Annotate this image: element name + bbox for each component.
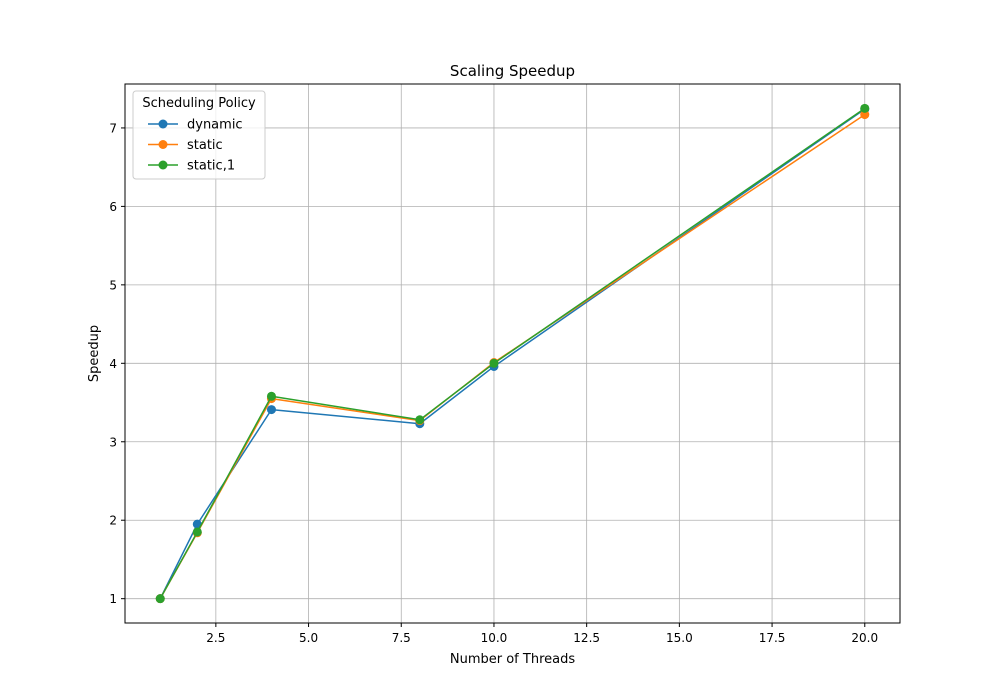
y-tick-label: 7 (109, 121, 117, 135)
data-point (266, 405, 276, 415)
legend-label: static (187, 138, 223, 153)
x-tick-label: 15.0 (666, 631, 693, 645)
y-tick-label: 2 (109, 514, 117, 528)
x-tick-label: 17.5 (759, 631, 786, 645)
legend-swatch-marker (158, 119, 168, 129)
x-axis-label: Number of Threads (450, 652, 575, 667)
series-line-static-1 (159, 107, 866, 600)
x-tick-label: 2.5 (206, 631, 225, 645)
series-layer (155, 103, 870, 604)
legend-box (132, 90, 266, 180)
legend-title: Scheduling Policy (142, 96, 256, 111)
grid-layer (125, 84, 900, 623)
y-tick-label: 4 (109, 357, 117, 371)
y-tick-label: 5 (109, 278, 117, 292)
legend-swatch-marker (158, 140, 168, 149)
x-tick-label: 20.0 (851, 631, 878, 645)
data-point (155, 594, 165, 604)
data-point (415, 415, 425, 425)
x-tick-label: 7.5 (392, 631, 411, 645)
y-tick-label: 3 (109, 435, 117, 449)
legend-label: dynamic (187, 118, 243, 133)
series-line-dynamic (159, 108, 866, 600)
data-point (860, 103, 870, 113)
x-tick-label: 10.0 (481, 631, 508, 645)
x-tick-label: 5.0 (299, 631, 318, 645)
y-tick-label: 6 (109, 200, 117, 214)
chart-title: Scaling Speedup (450, 62, 575, 80)
y-tick-label: 1 (109, 592, 117, 606)
data-point (266, 391, 276, 401)
data-point (192, 527, 202, 537)
legend: Scheduling Policy dynamic static static,1 (132, 90, 266, 180)
legend-swatch-marker (158, 160, 168, 170)
legend-label: static,1 (187, 159, 235, 174)
x-tick-label: 12.5 (573, 631, 600, 645)
tick-layer: 2.5 5.0 7.5 10.0 12.5 15.0 17.5 20.0 1 2 3 4 5 6 7 (109, 121, 878, 645)
y-axis-label: Speedup (87, 325, 102, 382)
plot-frame (124, 83, 901, 624)
data-point (860, 110, 870, 120)
data-point (489, 358, 499, 368)
